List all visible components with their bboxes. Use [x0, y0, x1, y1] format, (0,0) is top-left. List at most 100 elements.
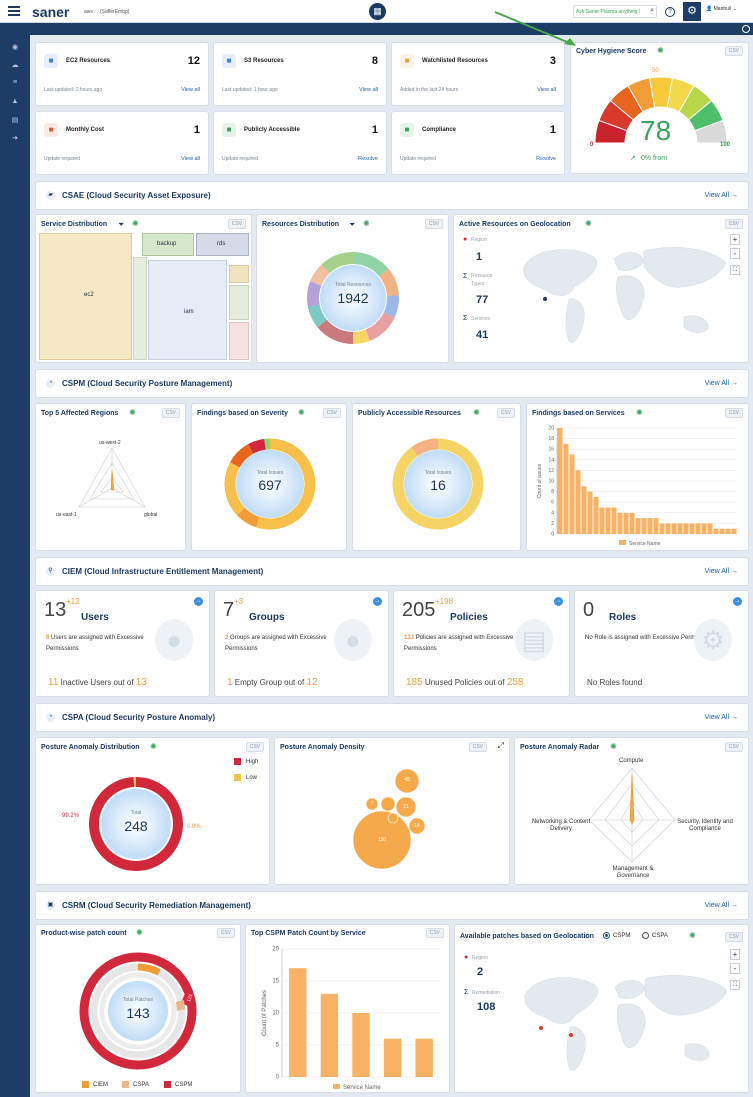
csv-button[interactable]: CSV [245, 742, 264, 752]
summary-card[interactable]: ■ EC2 Resources 12 Last updated: 2 hours… [35, 42, 209, 106]
help-icon[interactable]: ? [665, 7, 675, 17]
anomaly-radar-title: Posture Anomaly Radar [520, 744, 600, 751]
summary-link[interactable]: View all [181, 87, 200, 93]
radio-cspm-label[interactable]: CSPM [613, 933, 631, 939]
ai-insight-icon[interactable]: ✺ [132, 219, 139, 228]
arrow-right-circle-icon[interactable]: → [733, 597, 742, 606]
ask-saner-input[interactable]: Ask Saner Plasma anything ! ⌕ [573, 5, 657, 18]
apps-grid-icon[interactable]: ▦ [369, 3, 386, 20]
csv-button[interactable]: CSV [496, 408, 515, 418]
anomaly-radar [588, 767, 676, 863]
treemap-misc-4[interactable] [229, 322, 249, 360]
hamburger-menu-icon[interactable] [8, 6, 20, 16]
zoom-out-button[interactable]: - [730, 248, 740, 259]
settings-gear-icon[interactable]: ⚙ [683, 2, 701, 21]
arrow-right-circle-icon[interactable]: → [554, 597, 563, 606]
user-menu[interactable]: 👤 Manhuil ⌄ [706, 6, 737, 12]
ciem-card[interactable]: 13 +12 Users → 6 Users are assigned with… [35, 590, 210, 697]
fullscreen-icon[interactable]: ⛶ [730, 980, 740, 990]
csv-button[interactable]: CSV [161, 408, 180, 418]
map-pin[interactable] [543, 297, 547, 301]
list-icon[interactable]: ≡ [12, 79, 18, 86]
ai-insight-icon[interactable]: ✺ [150, 742, 157, 751]
summary-value: 8 [371, 55, 378, 67]
logout-icon[interactable]: ➜ [12, 135, 18, 142]
brand-logo[interactable]: saner [32, 4, 70, 20]
csrm-view-all-link[interactable]: View All → [705, 902, 738, 909]
map-pin[interactable] [569, 1033, 573, 1037]
summary-card[interactable]: ■ S3 Resources 8 Last updated: 1 hour ag… [213, 42, 387, 106]
ciem-card[interactable]: 205 +198 Policies → 133 Policies are ass… [393, 590, 570, 697]
cloud-icon[interactable]: ☁ [11, 62, 19, 69]
zoom-out-button[interactable]: - [730, 963, 740, 974]
ai-insight-icon[interactable]: ✺ [473, 408, 480, 417]
book-icon[interactable]: ▤ [11, 117, 19, 124]
radio-cspa-label[interactable]: CSPA [652, 933, 668, 939]
eye-icon[interactable]: ◉ [11, 44, 19, 51]
expand-icon[interactable]: ⤢ [497, 741, 504, 750]
csv-button[interactable]: CSV [424, 219, 443, 229]
world-map[interactable] [515, 965, 735, 1085]
filter-icon[interactable]: ⏷ [118, 220, 125, 229]
zoom-in-button[interactable]: + [730, 234, 740, 245]
treemap-misc-3[interactable] [229, 285, 249, 320]
sigma-icon: Σ [464, 989, 469, 996]
ciem-view-all-link[interactable]: View All → [705, 568, 738, 575]
csv-button[interactable]: CSV [724, 219, 743, 229]
ai-insight-icon[interactable]: ✺ [298, 408, 305, 417]
ai-insight-icon[interactable]: ✺ [136, 928, 143, 937]
arrow-right-circle-icon[interactable]: → [194, 597, 203, 606]
cspa-view-all-link[interactable]: View All → [705, 714, 738, 721]
top5-regions-card: Top 5 Affected Regions ✺ CSV us-west-2 u… [35, 403, 186, 551]
csv-button[interactable]: CSV [724, 408, 743, 418]
ciem-card[interactable]: 7 +3 Groups → 2 Groups are assigned with… [214, 590, 389, 697]
summary-link[interactable]: View all [359, 87, 378, 93]
clock-icon[interactable] [742, 25, 750, 33]
csv-button[interactable]: CSV [724, 742, 743, 752]
summary-link[interactable]: Resolve [358, 156, 378, 162]
csv-button[interactable]: CSV [425, 928, 444, 938]
map-pin[interactable] [539, 1026, 543, 1030]
ciem-card[interactable]: 0 Roles → No Role is assigned with Exces… [574, 590, 749, 697]
arrow-right-circle-icon[interactable]: → [373, 597, 382, 606]
csae-view-all-link[interactable]: View All → [705, 192, 738, 199]
csv-button[interactable]: CSV [216, 928, 235, 938]
radar-axis-label: Networking & Content Delivery [531, 819, 591, 832]
summary-card[interactable]: ■ Publicly Accessible 1 Update required … [213, 111, 387, 175]
treemap-backup[interactable]: backup [142, 233, 194, 256]
warning-icon[interactable]: ▲ [11, 98, 19, 105]
filter-icon[interactable]: ⏷ [349, 220, 356, 229]
summary-link[interactable]: Resolve [536, 156, 556, 162]
ai-insight-icon[interactable]: ✺ [610, 742, 617, 751]
summary-card[interactable]: ■ Watchlisted Resources 3 Added in the l… [391, 42, 565, 106]
radio-cspa[interactable] [642, 932, 649, 939]
ai-insight-icon[interactable]: ✺ [689, 931, 696, 940]
csv-button[interactable]: CSV [468, 742, 487, 752]
csv-button[interactable]: CSV [724, 46, 743, 56]
search-icon[interactable]: ⌕ [650, 7, 654, 14]
summary-link[interactable]: View all [537, 87, 556, 93]
csv-button[interactable]: CSV [227, 219, 246, 229]
zoom-in-button[interactable]: + [730, 949, 740, 960]
ai-insight-icon[interactable]: ✺ [636, 408, 643, 417]
bar [659, 523, 665, 534]
treemap-rds[interactable]: rds [196, 233, 249, 256]
summary-link[interactable]: View all [181, 156, 200, 162]
treemap-misc-2[interactable] [229, 265, 249, 283]
treemap-ec2[interactable]: ec2 [39, 233, 132, 360]
summary-card[interactable]: ■ Monthly Cost 1 Update required View al… [35, 111, 209, 175]
treemap-iam[interactable]: iam [148, 260, 227, 360]
ai-insight-icon[interactable]: ✺ [585, 219, 592, 228]
radio-cspm[interactable] [603, 932, 610, 939]
treemap-misc-1[interactable] [133, 257, 147, 360]
bubble [380, 796, 396, 812]
ai-insight-icon[interactable]: ✺ [129, 408, 136, 417]
ai-insight-icon[interactable]: ✺ [657, 46, 664, 55]
world-map[interactable] [514, 237, 734, 357]
fullscreen-icon[interactable]: ⛶ [730, 265, 740, 275]
csv-button[interactable]: CSV [322, 408, 341, 418]
cspm-view-all-link[interactable]: View All → [705, 380, 738, 387]
summary-card[interactable]: ■ Compliance 1 Update required Resolve [391, 111, 565, 175]
ai-insight-icon[interactable]: ✺ [363, 219, 370, 228]
csv-button[interactable]: CSV [724, 932, 743, 942]
